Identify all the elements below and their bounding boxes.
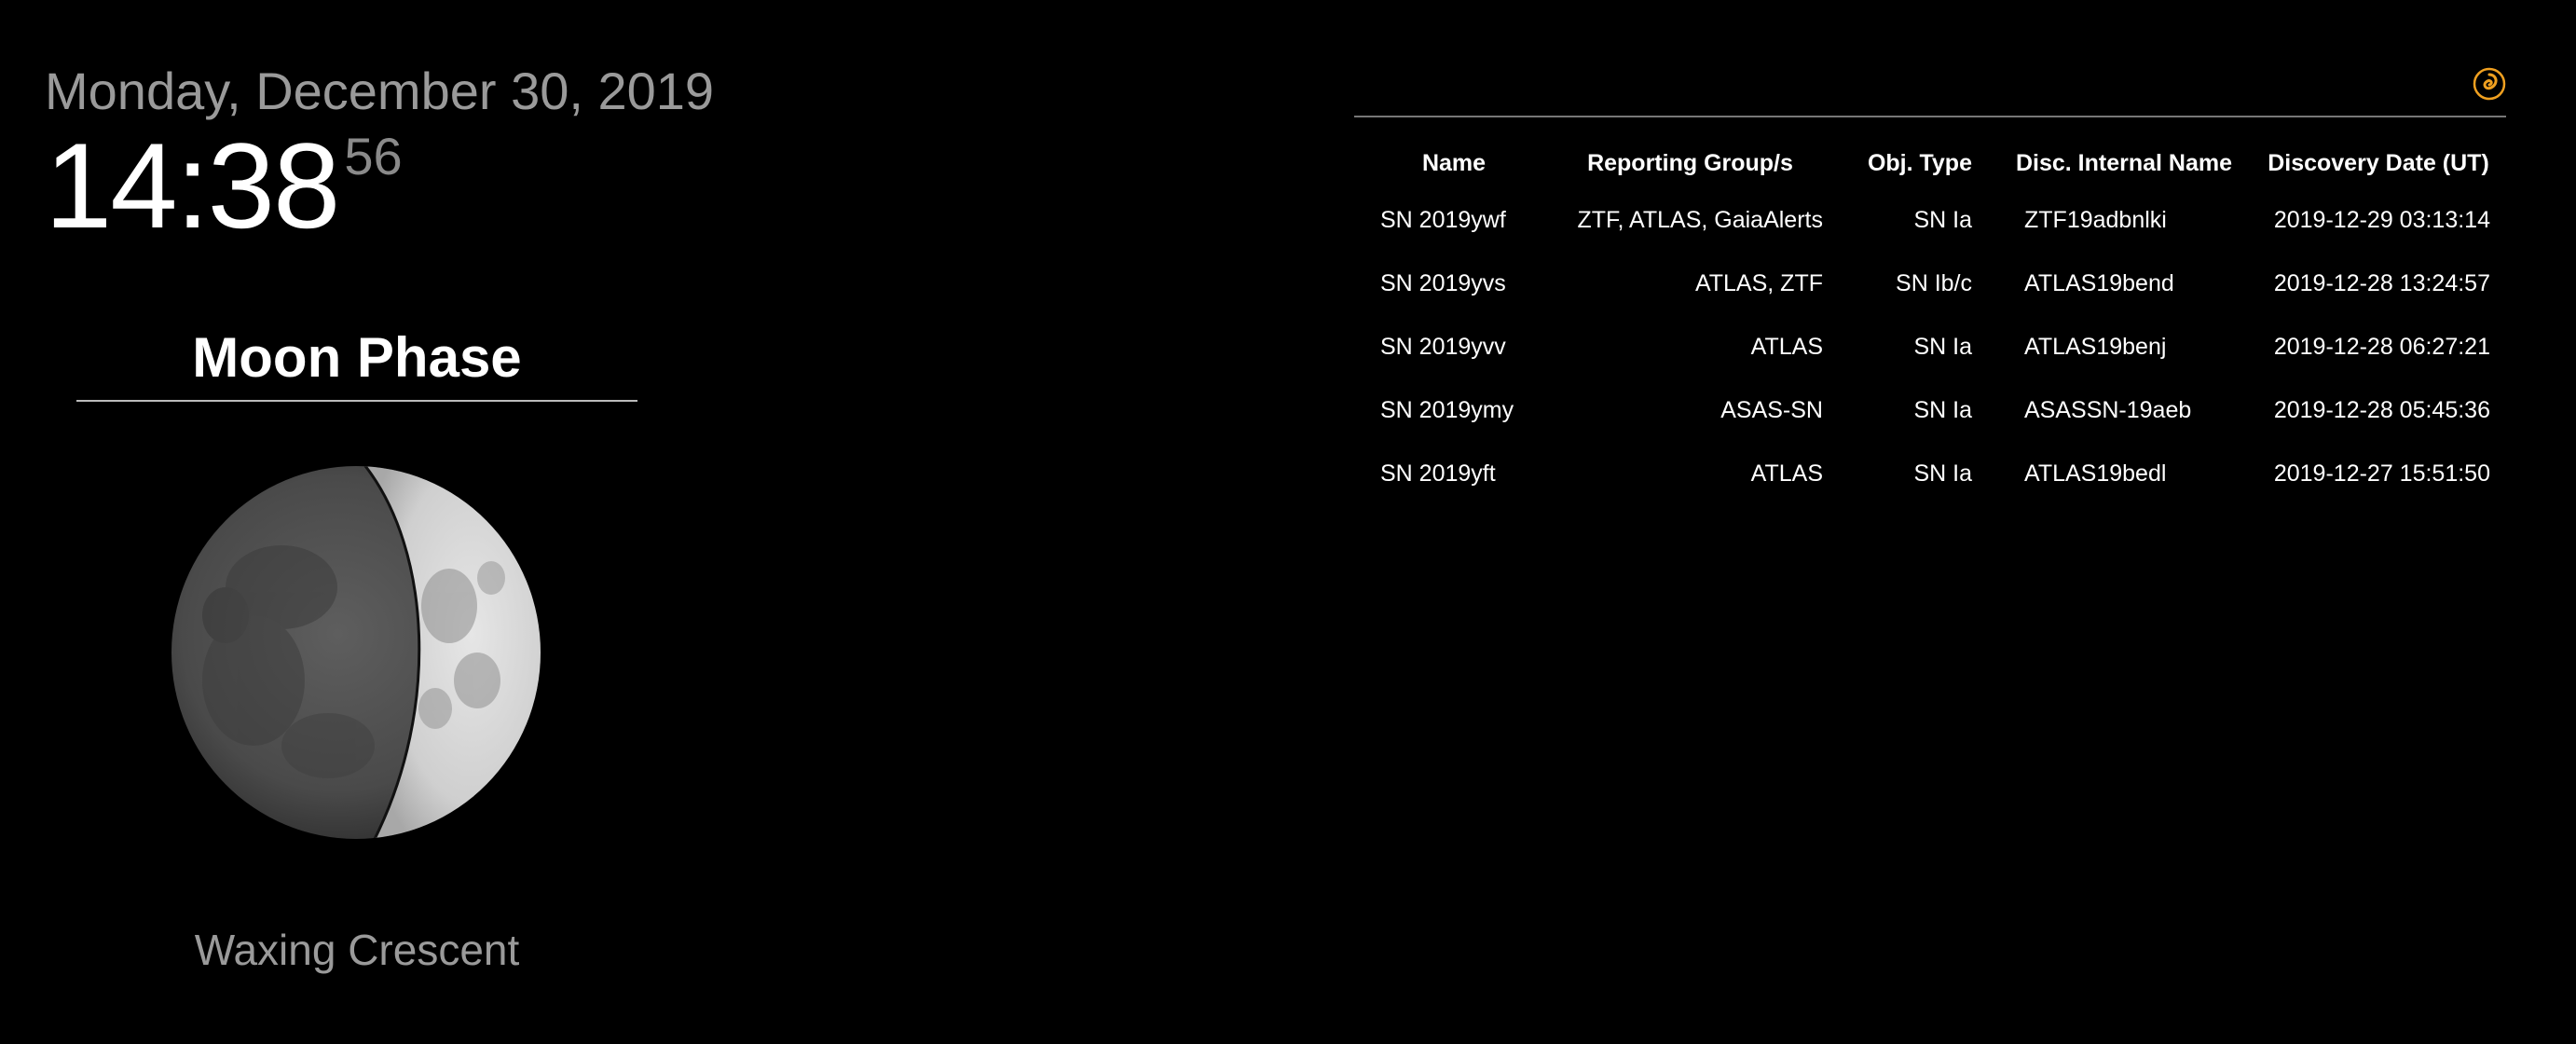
cell-discovery-date: 2019-12-29 03:13:14 [2273, 206, 2490, 233]
column-header-reporting-group: Reporting Group/s [1587, 149, 1793, 176]
clock-hours-minutes: 14:38 [45, 117, 340, 254]
column-header-discovery-date: Discovery Date (UT) [2268, 149, 2489, 176]
clock-date: Monday, December 30, 2019 [45, 62, 715, 120]
cell-name: SN 2019yft [1380, 460, 1496, 487]
table-row: SN 2019ywf ZTF, ATLAS, GaiaAlerts SN Ia … [1360, 188, 2500, 252]
clock-seconds: 56 [344, 127, 403, 185]
cell-name: SN 2019ywf [1380, 206, 1506, 233]
cell-internal-name: ZTF19adbnlki [2024, 206, 2167, 233]
table-row: SN 2019yvs ATLAS, ZTF SN Ib/c ATLAS19ben… [1360, 252, 2500, 315]
supernova-header [1354, 65, 2506, 117]
supernova-module: Name Reporting Group/s Obj. Type Disc. I… [1354, 65, 2506, 505]
cell-discovery-date: 2019-12-28 05:45:36 [2273, 396, 2490, 423]
cell-discovery-date: 2019-12-28 13:24:57 [2273, 269, 2490, 296]
supernova-table: Name Reporting Group/s Obj. Type Disc. I… [1360, 138, 2500, 505]
moon-phase-name: Waxing Crescent [194, 926, 520, 974]
cell-internal-name: ATLAS19bend [2024, 269, 2174, 296]
column-header-name: Name [1421, 149, 1487, 176]
column-header-obj-type: Obj. Type [1867, 149, 1972, 176]
cell-name: SN 2019yvv [1380, 333, 1506, 360]
cell-internal-name: ATLAS19bedl [2024, 460, 2167, 487]
cell-name: SN 2019ymy [1380, 396, 1514, 423]
clock-module: Monday, December 30, 2019 14:38 56 [45, 62, 715, 247]
table-header-row: Name Reporting Group/s Obj. Type Disc. I… [1360, 138, 2500, 188]
cell-name: SN 2019yvs [1380, 269, 1506, 296]
clock-time: 14:38 56 [45, 125, 714, 246]
moon-phase-module: Moon Phase [76, 328, 637, 974]
cell-reporting-group: ATLAS, ZTF [1694, 269, 1823, 296]
cell-discovery-date: 2019-12-28 06:27:21 [2273, 333, 2490, 360]
moon-phase-title: Moon Phase [76, 328, 637, 402]
cell-obj-type: SN Ia [1913, 206, 1972, 233]
moon-phase-image [171, 466, 541, 839]
column-header-internal-name: Disc. Internal Name [2015, 149, 2233, 176]
cell-internal-name: ATLAS19benj [2024, 333, 2167, 360]
table-row: SN 2019ymy ASAS-SN SN Ia ASASSN-19aeb 20… [1360, 378, 2500, 442]
cell-reporting-group: ATLAS [1750, 460, 1823, 487]
cell-discovery-date: 2019-12-27 15:51:50 [2273, 460, 2490, 487]
cell-obj-type: SN Ia [1913, 460, 1972, 487]
cell-obj-type: SN Ib/c [1896, 269, 1972, 296]
cell-reporting-group: ASAS-SN [1720, 396, 1823, 423]
cell-reporting-group: ATLAS [1750, 333, 1823, 360]
table-row: SN 2019yvv ATLAS SN Ia ATLAS19benj 2019-… [1360, 315, 2500, 378]
cell-obj-type: SN Ia [1913, 333, 1972, 360]
table-row: SN 2019yft ATLAS SN Ia ATLAS19bedl 2019-… [1360, 442, 2500, 505]
spiral-galaxy-icon [2473, 67, 2506, 101]
cell-reporting-group: ZTF, ATLAS, GaiaAlerts [1577, 206, 1823, 233]
cell-internal-name: ASASSN-19aeb [2024, 396, 2192, 423]
cell-obj-type: SN Ia [1913, 396, 1972, 423]
